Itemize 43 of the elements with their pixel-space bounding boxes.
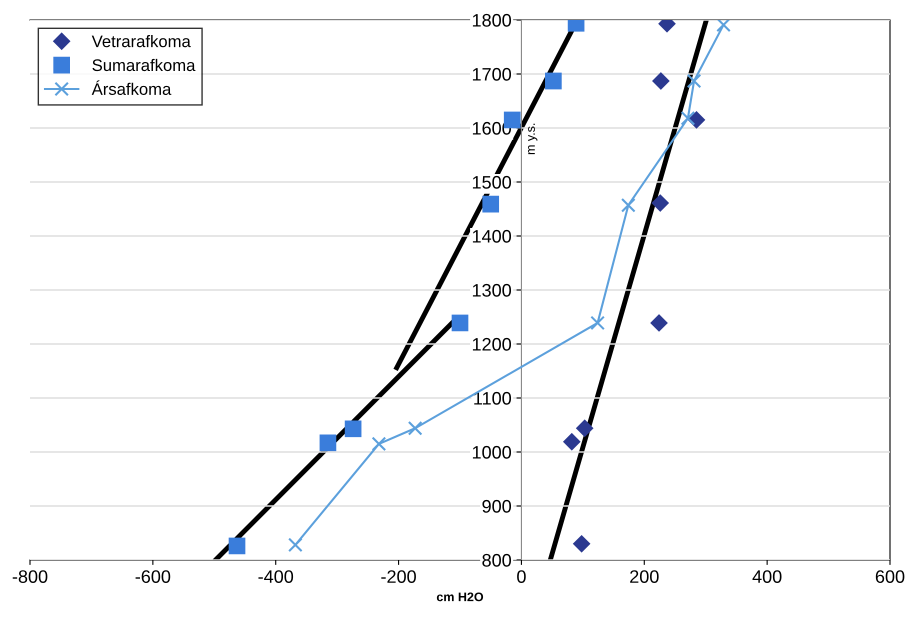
point xyxy=(652,194,669,212)
x-tick-label: -800 xyxy=(12,570,48,583)
x-tick-label: 400 xyxy=(752,570,782,583)
y-tick-label: 1000 xyxy=(472,446,512,459)
y-axis-title: m y.s. xyxy=(528,124,538,154)
y-tick-label: 1300 xyxy=(472,284,512,297)
y-tick-label: 1200 xyxy=(472,338,512,351)
point xyxy=(288,538,303,552)
x-tick-label: -600 xyxy=(136,570,170,583)
y-tick-label: 1100 xyxy=(474,392,512,405)
x-tick-label: -200 xyxy=(381,570,416,583)
point xyxy=(344,420,362,438)
point xyxy=(563,433,580,450)
y-tick-label: 800 xyxy=(482,554,512,567)
y-tick-label: 1500 xyxy=(472,176,512,189)
point xyxy=(408,420,422,436)
point xyxy=(452,314,468,332)
point xyxy=(372,436,386,452)
y-tick-label: 1700 xyxy=(472,68,512,81)
point xyxy=(576,420,594,437)
point xyxy=(650,314,668,332)
point xyxy=(482,196,500,212)
point xyxy=(590,316,605,330)
legend-label: Ársafkoma xyxy=(92,80,172,95)
point xyxy=(228,538,246,554)
legend-label: Vetrarafkoma xyxy=(92,35,191,48)
x-tick-label: 0 xyxy=(517,570,526,583)
x-tick-label: 600 xyxy=(876,570,904,583)
y-tick-label: 1400 xyxy=(472,230,512,243)
point xyxy=(573,535,590,552)
point xyxy=(621,198,636,213)
point xyxy=(545,72,562,90)
point xyxy=(320,434,336,452)
y-tick-label: 900 xyxy=(482,500,512,513)
point xyxy=(680,110,696,126)
legend-label: Sumarafkoma xyxy=(92,58,196,72)
point xyxy=(652,72,670,90)
point xyxy=(686,74,702,88)
x-tick-label: 200 xyxy=(630,570,659,583)
x-tick-label: -400 xyxy=(258,570,294,583)
y-tick-label: 1800 xyxy=(472,14,512,27)
x-axis-title: cm H2O xyxy=(436,592,484,602)
point xyxy=(716,20,731,32)
